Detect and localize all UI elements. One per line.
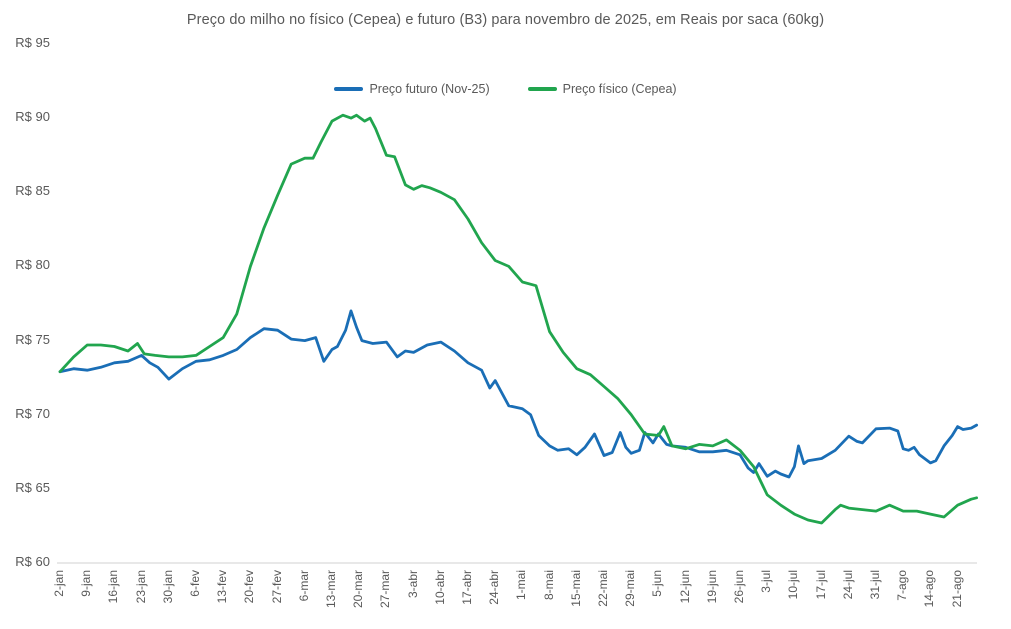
x-tick-label: 1-mai [514,570,529,601]
x-tick-label: 30-jan [160,570,175,604]
x-tick-label: 20-fev [242,570,257,604]
legend-swatch-icon [334,87,364,91]
x-tick-label: 29-mai [623,570,638,607]
y-tick-label: R$ 85 [15,183,50,199]
x-tick-label: 27-mar [378,570,393,609]
x-tick-label: 27-fev [269,570,284,604]
x-tick-label: 5-jun [650,570,665,597]
x-tick-label: 26-jun [732,570,746,604]
x-tick-label: 13-mar [324,570,338,609]
legend-label: Preço futuro (Nov-25) [369,82,490,96]
legend-item-futuro: Preço futuro (Nov-25) [334,82,490,96]
y-tick-label: R$ 95 [15,35,50,50]
x-tick-label: 23-jan [133,570,148,604]
x-tick-label: 16-jan [106,570,121,604]
x-tick-label: 24-abr [487,570,502,605]
x-tick-label: 9-jan [79,570,94,597]
x-tick-label: 17-abr [460,570,474,605]
legend-swatch-icon [527,87,557,91]
legend-label: Preço físico (Cepea) [562,82,677,96]
y-tick-label: R$ 70 [15,405,50,421]
x-tick-label: 3-jul [759,570,774,593]
x-tick-label: 6-mar [296,570,311,602]
series-line-fisico [58,113,978,525]
chart-title: Preço do milho no físico (Cepea) e futur… [186,12,825,28]
x-tick-label: 13-fev [215,570,230,604]
legend: Preço futuro (Nov-25) Preço físico (Cepea… [0,82,1011,96]
x-tick-label: 15-mai [568,570,583,607]
x-tick-label: 10-abr [432,570,447,605]
x-tick-label: 31-jul [868,570,882,600]
x-tick-label: 6-fev [188,570,202,597]
y-tick-label: R$ 80 [15,257,50,273]
legend-item-fisico: Preço físico (Cepea) [527,82,677,96]
x-tick-label: 3-abr [405,570,420,599]
x-tick-label: 7-ago [895,570,910,601]
y-tick-label: R$ 65 [15,479,50,495]
x-tick-label: 24-jul [840,570,855,600]
x-tick-label: 17-jul [813,570,828,600]
y-tick-label: R$ 60 [15,554,50,569]
series-line-futuro [58,309,978,479]
x-tick-label: 8-mai [541,570,556,601]
x-tick-label: 12-jun [677,570,692,604]
x-tick-label: 19-jun [704,570,719,604]
x-tick-label: 10-jul [786,570,801,600]
x-tick-label: 20-mar [351,570,366,609]
x-tick-label: 22-mai [596,570,610,607]
x-tick-label: 21-ago [949,570,964,608]
x-tick-label: 2-jan [52,570,66,597]
x-tick-label: 14-ago [922,570,937,608]
y-tick-label: R$ 90 [15,109,50,125]
y-tick-label: R$ 75 [15,331,50,347]
